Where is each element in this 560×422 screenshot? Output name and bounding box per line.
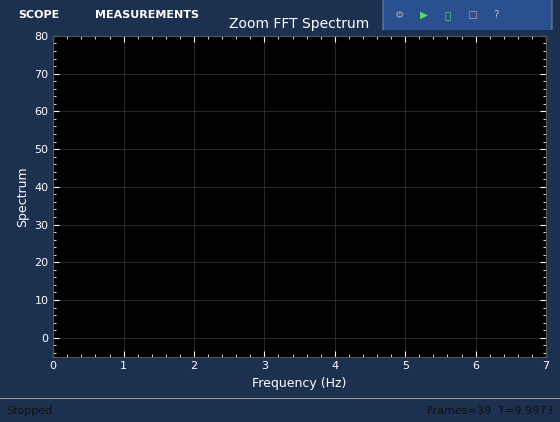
Text: □: □ <box>467 10 477 20</box>
Text: MEASUREMENTS: MEASUREMENTS <box>95 10 199 20</box>
Text: Frames=39  T=9.9973: Frames=39 T=9.9973 <box>427 406 553 416</box>
Text: SCOPE: SCOPE <box>18 10 59 20</box>
FancyBboxPatch shape <box>383 0 552 87</box>
Y-axis label: Spectrum: Spectrum <box>16 166 29 227</box>
Text: Stopped: Stopped <box>7 406 53 416</box>
Title: Zoom FFT Spectrum: Zoom FFT Spectrum <box>230 16 370 30</box>
X-axis label: Frequency (Hz): Frequency (Hz) <box>253 377 347 390</box>
Text: ▶: ▶ <box>420 10 428 20</box>
Text: ⏸: ⏸ <box>445 10 451 20</box>
Text: ⚙: ⚙ <box>395 10 405 20</box>
Text: ?: ? <box>493 10 499 20</box>
